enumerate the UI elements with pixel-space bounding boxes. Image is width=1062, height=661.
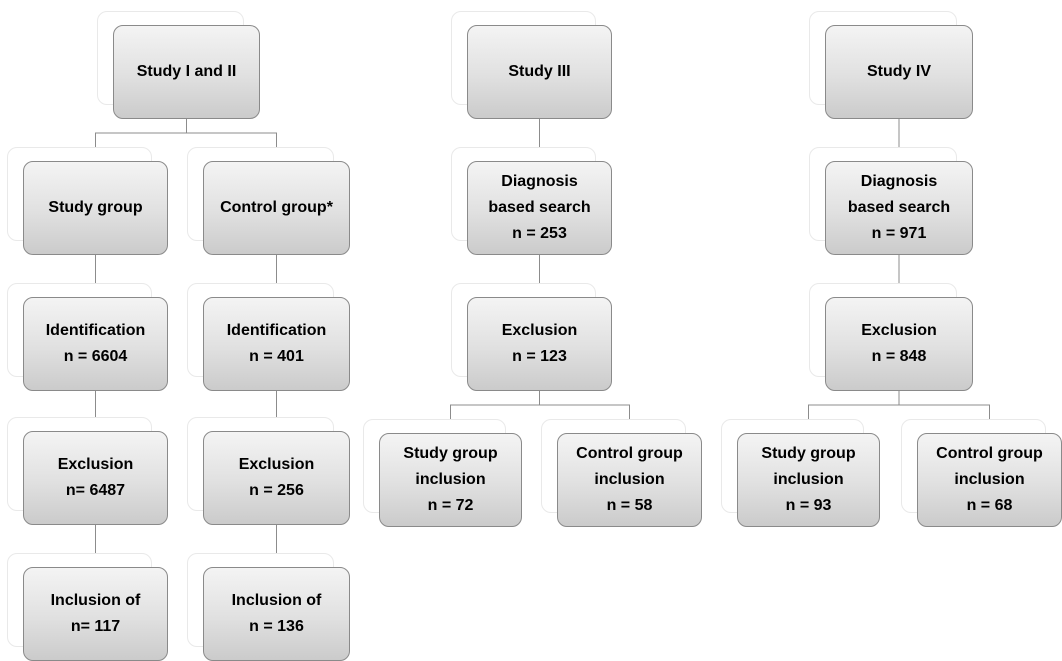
connector-s3_ex-to-s3_cg (539, 391, 630, 419)
study-group-exclusion-box-line-1: Exclusion (57, 456, 134, 473)
study-group-exclusion-box: Exclusion n= 6487 (23, 431, 168, 525)
study-group-identification-box-text: Identification n = 6604 (46, 318, 146, 370)
study-iv-study-group-inclusion-box: Study group inclusion n = 93 (737, 433, 880, 527)
connector-s3_ex-to-s3_sg (450, 391, 540, 419)
connector-s4_ex-to-s4_sg (808, 391, 900, 419)
control-group-inclusion-box-text: Inclusion of n = 136 (232, 588, 322, 640)
study-iv-study-group-inclusion-box-line-1: Study group (761, 445, 856, 462)
study-iii-control-group-inclusion-box-text: Control group inclusion n = 58 (576, 441, 683, 519)
study-group-inclusion-box-line-1: Inclusion of (50, 592, 141, 609)
study-iv-control-group-inclusion-box-line-1: Control group (936, 445, 1043, 462)
study-iii-control-group-inclusion-box: Control group inclusion n = 58 (557, 433, 702, 527)
control-group-inclusion-box: Inclusion of n = 136 (203, 567, 350, 661)
study-iii-exclusion-box-text: Exclusion n = 123 (502, 318, 578, 370)
connector-s4_ex-to-s4_cg (898, 391, 990, 419)
control-group-box: Control group* (203, 161, 350, 255)
study-i-and-ii-box-line-1: Study I and II (136, 63, 237, 80)
control-group-box-text: Control group* (220, 195, 333, 221)
study-iv-study-group-inclusion-box-line-2: inclusion (773, 471, 844, 488)
study-group-identification-box-line-2: n = 6604 (63, 348, 128, 365)
study-iii-exclusion-box: Exclusion n = 123 (467, 297, 612, 391)
control-group-box-line-1: Control group* (220, 199, 333, 216)
control-group-identification-box-line-1: Identification (226, 322, 327, 339)
study-iv-diagnosis-search-box: Diagnosis based search n = 971 (825, 161, 973, 255)
study-group-identification-box-line-1: Identification (45, 322, 146, 339)
control-group-exclusion-box-line-2: n = 256 (249, 482, 304, 499)
study-group-exclusion-box-line-2: n= 6487 (65, 482, 126, 499)
study-iii-diagnosis-search-box-line-1: Diagnosis (501, 173, 578, 190)
study-iii-study-group-inclusion-box-line-2: inclusion (415, 471, 486, 488)
study-iv-study-group-inclusion-box-line-3: n = 93 (785, 497, 832, 514)
study-group-inclusion-box-text: Inclusion of n= 117 (51, 588, 141, 640)
study-iv-diagnosis-search-box-line-2: based search (847, 199, 951, 216)
study-group-box-text: Study group (48, 195, 142, 221)
control-group-identification-box-text: Identification n = 401 (227, 318, 327, 370)
control-group-identification-box: Identification n = 401 (203, 297, 350, 391)
study-group-box: Study group (23, 161, 168, 255)
study-iv-control-group-inclusion-box-line-3: n = 68 (966, 497, 1013, 514)
control-group-exclusion-box-line-1: Exclusion (238, 456, 315, 473)
control-group-inclusion-box-line-2: n = 136 (249, 618, 304, 635)
study-iv-control-group-inclusion-box-text: Control group inclusion n = 68 (936, 441, 1043, 519)
study-iv-study-group-inclusion-box-text: Study group inclusion n = 93 (761, 441, 855, 519)
study-iv-control-group-inclusion-box: Control group inclusion n = 68 (917, 433, 1062, 527)
study-i-and-ii-box-text: Study I and II (137, 59, 237, 85)
study-iii-control-group-inclusion-box-line-2: inclusion (594, 471, 665, 488)
study-iv-box-line-1: Study IV (866, 63, 931, 80)
study-group-inclusion-box: Inclusion of n= 117 (23, 567, 168, 661)
study-group-inclusion-box-line-2: n= 117 (70, 618, 121, 635)
study-iii-box-line-1: Study III (508, 63, 571, 80)
study-iii-study-group-inclusion-box-line-3: n = 72 (427, 497, 474, 514)
study-group-exclusion-box-text: Exclusion n= 6487 (58, 452, 134, 504)
study-iii-exclusion-box-line-2: n = 123 (512, 348, 567, 365)
study-iv-exclusion-box-text: Exclusion n = 848 (861, 318, 937, 370)
study-iii-diagnosis-search-box-line-3: n = 253 (512, 225, 567, 242)
study-iv-box: Study IV (825, 25, 973, 119)
study-iii-control-group-inclusion-box-line-3: n = 58 (606, 497, 653, 514)
study-iii-study-group-inclusion-box: Study group inclusion n = 72 (379, 433, 522, 527)
study-iv-exclusion-box: Exclusion n = 848 (825, 297, 973, 391)
study-iv-box-text: Study IV (867, 59, 931, 85)
study-iii-box-text: Study III (508, 59, 570, 85)
study-iii-diagnosis-search-box: Diagnosis based search n = 253 (467, 161, 612, 255)
connector-s12-to-s12_cg (186, 119, 277, 147)
study-iii-box: Study III (467, 25, 612, 119)
study-i-and-ii-box: Study I and II (113, 25, 260, 119)
study-iii-exclusion-box-line-1: Exclusion (501, 322, 578, 339)
connector-s12-to-s12_sg (95, 119, 187, 147)
study-iii-diagnosis-search-box-text: Diagnosis based search n = 253 (488, 169, 590, 247)
study-iii-study-group-inclusion-box-text: Study group inclusion n = 72 (403, 441, 497, 519)
study-group-box-line-1: Study group (48, 199, 143, 216)
control-group-identification-box-line-2: n = 401 (249, 348, 304, 365)
study-iii-control-group-inclusion-box-line-1: Control group (576, 445, 683, 462)
study-group-identification-box: Identification n = 6604 (23, 297, 168, 391)
study-iv-diagnosis-search-box-line-1: Diagnosis (860, 173, 938, 190)
control-group-inclusion-box-line-1: Inclusion of (231, 592, 322, 609)
control-group-exclusion-box: Exclusion n = 256 (203, 431, 350, 525)
study-iv-diagnosis-search-box-line-3: n = 971 (871, 225, 927, 242)
study-iv-diagnosis-search-box-text: Diagnosis based search n = 971 (848, 169, 950, 247)
study-iv-control-group-inclusion-box-line-2: inclusion (954, 471, 1025, 488)
study-iv-exclusion-box-line-1: Exclusion (861, 322, 937, 339)
control-group-exclusion-box-text: Exclusion n = 256 (239, 452, 315, 504)
study-iii-diagnosis-search-box-line-2: based search (488, 199, 591, 216)
study-iii-study-group-inclusion-box-line-1: Study group (403, 445, 498, 462)
study-iv-exclusion-box-line-2: n = 848 (871, 348, 927, 365)
